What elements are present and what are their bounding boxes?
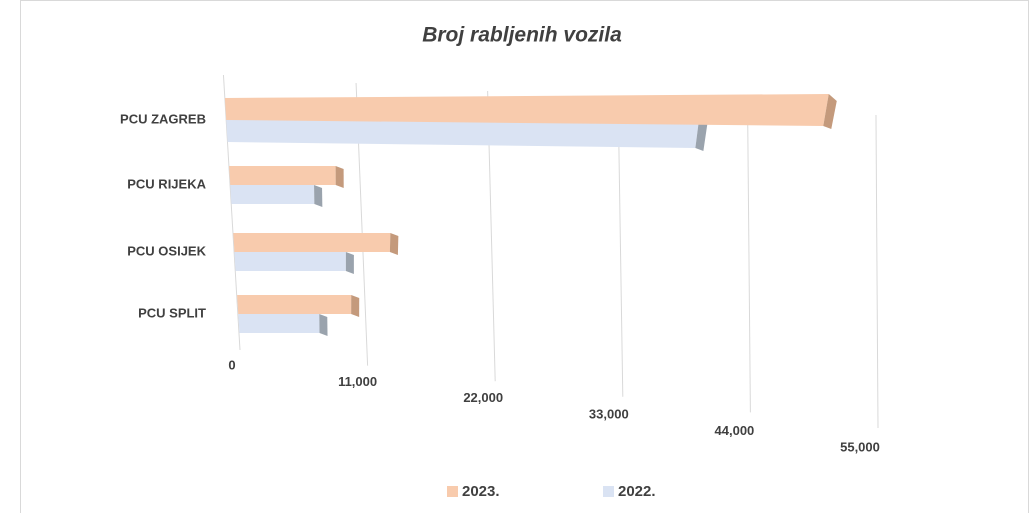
bar-end (335, 166, 344, 188)
bar (237, 295, 352, 314)
x-tick-label: 11,000 (338, 374, 377, 389)
chart-frame (20, 0, 1029, 513)
bar (234, 252, 346, 271)
bar-end (389, 233, 399, 255)
category-label: PCU RIJEKA (127, 176, 206, 191)
chart-title: Broj rabljenih vozila (422, 24, 622, 47)
x-tick-label: 33,000 (589, 407, 629, 422)
bar (230, 185, 315, 204)
category-label: PCU SPLIT (138, 305, 206, 320)
legend-swatch (447, 486, 458, 497)
legend-swatch (603, 486, 614, 497)
grid-line (747, 106, 751, 413)
bar (224, 94, 829, 126)
legend-label: 2022. (618, 483, 656, 500)
grid-line (875, 114, 879, 429)
bar (226, 116, 700, 148)
x-tick-label: 55,000 (840, 439, 880, 454)
bar-end (823, 94, 837, 129)
category-label: PCU ZAGREB (120, 111, 206, 126)
bar (229, 166, 336, 185)
x-tick-label: 44,000 (715, 423, 755, 438)
x-tick-label: 22,000 (463, 390, 503, 405)
grid-line (222, 74, 241, 351)
bar-end (314, 185, 323, 207)
bar (238, 314, 320, 333)
grid-line (617, 98, 624, 397)
bar-end (319, 314, 328, 336)
bar-end (345, 252, 354, 274)
bar (233, 233, 391, 252)
x-tick-label: 0 (228, 357, 235, 372)
category-label: PCU OSIJEK (127, 243, 206, 258)
bar-end (351, 295, 360, 317)
legend-label: 2023. (462, 483, 500, 500)
